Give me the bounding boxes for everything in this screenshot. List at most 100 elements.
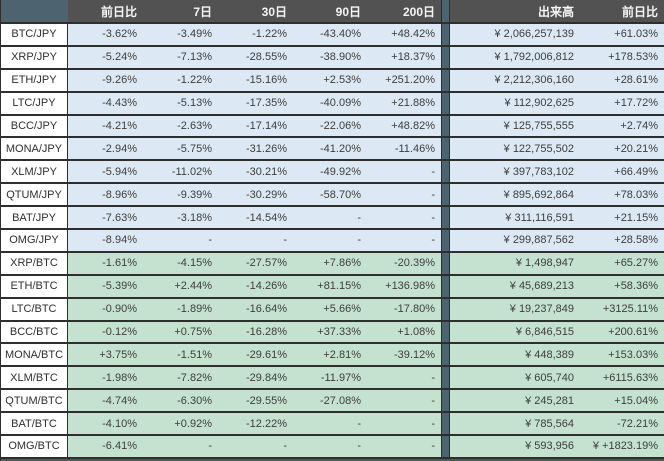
- change-value: -1.51%: [143, 344, 218, 366]
- change-value: -: [367, 184, 441, 206]
- volume-value: ¥ 2,066,257,139: [450, 24, 580, 45]
- section-divider-bar: [441, 69, 450, 91]
- volume-change-value: ¥ +1823.19%: [580, 436, 664, 457]
- volume-value: ¥ 2,212,306,160: [450, 69, 580, 91]
- change-value: -: [293, 230, 367, 251]
- volume-change-value: +20.21%: [580, 138, 664, 160]
- volume-change-value: +153.03%: [580, 344, 664, 366]
- change-value: +0.92%: [143, 413, 218, 435]
- section-divider-bar: [441, 390, 450, 412]
- change-value: -: [367, 161, 441, 183]
- change-value: -11.46%: [367, 138, 441, 160]
- change-value: -27.57%: [218, 252, 293, 274]
- change-value: +7.86%: [293, 252, 367, 274]
- table-row: LTC/JPY -4.43% -5.13% -17.35% -40.09% +21.88%…: [1, 90, 664, 114]
- change-value: -3.49%: [143, 24, 218, 45]
- change-value: -22.06%: [293, 115, 367, 137]
- change-value: -40.09%: [293, 92, 367, 114]
- volume-value: ¥ 1,792,006,812: [450, 46, 580, 68]
- pair-label: ETH/JPY: [1, 69, 68, 91]
- section-divider-bar: [441, 24, 450, 45]
- change-value: -2.94%: [68, 138, 143, 160]
- volume-value: ¥ 1,498,947: [450, 252, 580, 274]
- change-value: +81.15%: [293, 275, 367, 297]
- change-value: -12.22%: [218, 413, 293, 435]
- table-header-row: 前日比 7日 30日 90日 200日 出来高 前日比: [1, 0, 664, 22]
- volume-value: ¥ 245,281: [450, 390, 580, 412]
- change-value: -4.43%: [68, 92, 143, 114]
- col-header-7d: 7日: [193, 4, 212, 19]
- change-value: -3.18%: [143, 207, 218, 229]
- col-header-prev-day-change: 前日比: [100, 4, 137, 19]
- section-divider-bar: [441, 436, 450, 457]
- volume-value: ¥ 311,116,591: [450, 207, 580, 229]
- volume-change-value: +21.15%: [580, 207, 664, 229]
- volume-change-value: +15.04%: [580, 390, 664, 412]
- pair-label: XRP/BTC: [1, 252, 68, 274]
- pair-label: OMG/BTC: [1, 436, 68, 457]
- col-header-volume-change: 前日比: [621, 4, 658, 19]
- change-value: -27.08%: [293, 390, 367, 412]
- volume-change-value: +78.03%: [580, 184, 664, 206]
- pair-label: QTUM/BTC: [1, 390, 68, 412]
- table-body: BTC/JPY -3.62% -3.49% -1.22% -43.40% +48.42% ¥…: [1, 22, 664, 457]
- table-row: XRP/JPY -5.24% -7.13% -28.55% -38.90% +18.37%…: [1, 44, 664, 68]
- volume-value: ¥ 19,237,849: [450, 298, 580, 320]
- change-value: -4.15%: [143, 252, 218, 274]
- section-divider-bar: [441, 161, 450, 183]
- change-value: +2.81%: [293, 344, 367, 366]
- change-value: -41.20%: [293, 138, 367, 160]
- table-row: OMG/BTC -6.41% - - - - ¥ 593,956 ¥ +1823.19%: [1, 434, 664, 457]
- pair-label: XRP/JPY: [1, 46, 68, 68]
- change-value: -58.70%: [293, 184, 367, 206]
- pair-label: BAT/JPY: [1, 207, 68, 229]
- change-value: -6.41%: [68, 436, 143, 457]
- table-row: OMG/JPY -8.94% - - - - ¥ 299,887,562 +28.58%: [1, 228, 664, 251]
- change-value: -17.14%: [218, 115, 293, 137]
- volume-change-value: -72.21%: [580, 413, 664, 435]
- change-value: +1.08%: [367, 321, 441, 343]
- change-value: -1.61%: [68, 252, 143, 274]
- change-value: +251.20%: [367, 69, 441, 91]
- change-value: -5.13%: [143, 92, 218, 114]
- change-value: -3.62%: [68, 24, 143, 45]
- pair-label: BTC/JPY: [1, 24, 68, 45]
- volume-change-value: +28.61%: [580, 69, 664, 91]
- table-row: ETH/BTC -5.39% +2.44% -14.26% +81.15% +136.98…: [1, 273, 664, 297]
- change-value: -4.74%: [68, 390, 143, 412]
- volume-change-value: +65.27%: [580, 252, 664, 274]
- section-divider-bar: [441, 138, 450, 160]
- section-divider-bar: [441, 252, 450, 274]
- change-value: -: [143, 230, 218, 251]
- change-value: -16.64%: [218, 298, 293, 320]
- change-value: -0.12%: [68, 321, 143, 343]
- change-value: -7.63%: [68, 207, 143, 229]
- volume-value: ¥ 122,755,502: [450, 138, 580, 160]
- change-value: +48.42%: [367, 24, 441, 45]
- change-value: -17.35%: [218, 92, 293, 114]
- volume-change-value: +200.61%: [580, 321, 664, 343]
- change-value: -29.84%: [218, 367, 293, 389]
- change-value: -: [367, 230, 441, 251]
- volume-change-value: +58.36%: [580, 275, 664, 297]
- change-value: -4.21%: [68, 115, 143, 137]
- table-row: ETH/JPY -9.26% -1.22% -15.16% +2.53% +251.20%…: [1, 67, 664, 91]
- change-value: -9.26%: [68, 69, 143, 91]
- change-value: -49.92%: [293, 161, 367, 183]
- change-value: -: [367, 436, 441, 457]
- section-divider-bar: [441, 230, 450, 251]
- change-value: -: [218, 436, 293, 457]
- table-row: XLM/JPY -5.94% -11.02% -30.21% -49.92% - ¥ 397…: [1, 159, 664, 183]
- change-value: -5.75%: [143, 138, 218, 160]
- section-divider-bar: [441, 275, 450, 297]
- change-value: -14.26%: [218, 275, 293, 297]
- volume-change-value: +2.74%: [580, 115, 664, 137]
- volume-value: ¥ 593,956: [450, 436, 580, 457]
- volume-value: ¥ 112,902,625: [450, 92, 580, 114]
- change-value: -1.22%: [143, 69, 218, 91]
- change-value: -1.22%: [218, 24, 293, 45]
- table-row: MONA/BTC +3.75% -1.51% -29.61% +2.81% -39.12%…: [1, 342, 664, 366]
- volume-change-value: +6115.63%: [580, 367, 664, 389]
- change-value: -17.80%: [367, 298, 441, 320]
- change-value: +37.33%: [293, 321, 367, 343]
